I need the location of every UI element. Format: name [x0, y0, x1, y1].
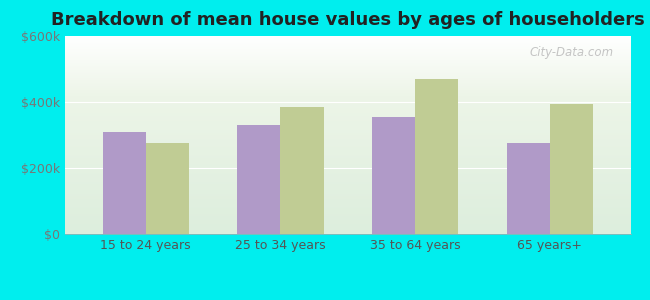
Bar — [415, 79, 458, 234]
Title: Breakdown of mean house values by ages of householders: Breakdown of mean house values by ages o… — [51, 11, 645, 29]
Bar — [280, 107, 324, 234]
Bar — [506, 143, 550, 234]
Text: City-Data.com: City-Data.com — [529, 46, 614, 59]
Bar — [237, 125, 280, 234]
Bar — [103, 132, 146, 234]
Bar — [550, 104, 593, 234]
Bar — [146, 143, 189, 234]
Bar — [372, 117, 415, 234]
